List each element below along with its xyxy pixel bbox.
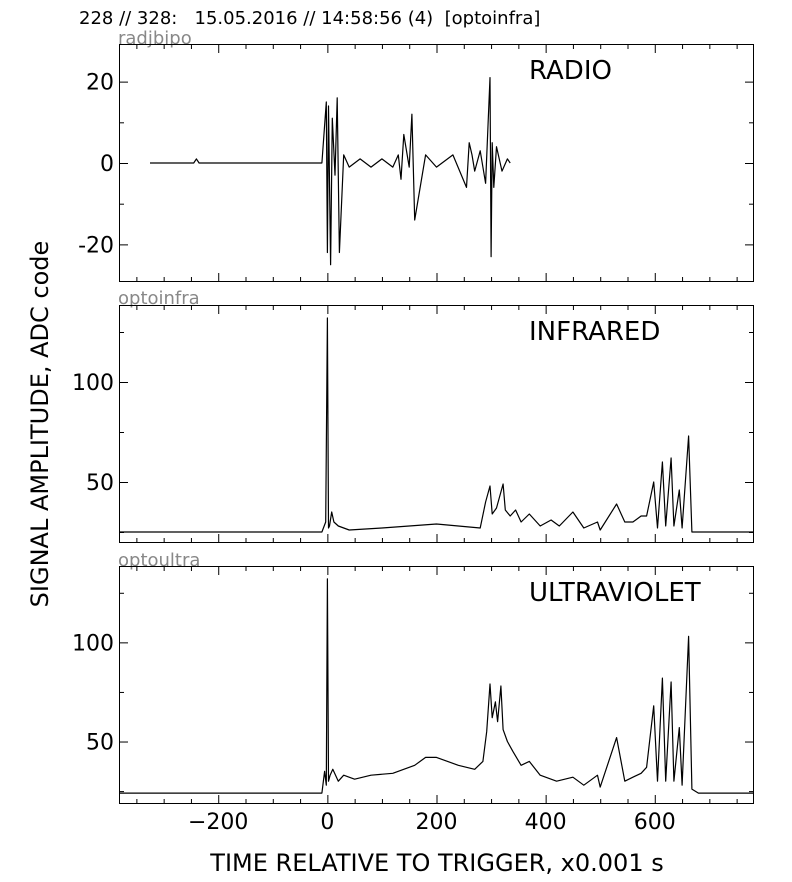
panel-source-label: optoultra xyxy=(118,550,200,571)
x-axis-label: TIME RELATIVE TO TRIGGER, x0.001 s xyxy=(209,849,663,877)
y-tick-labels: 50 100 xyxy=(72,631,114,755)
ticks xyxy=(120,567,753,803)
y-axis-label: SIGNAL AMPLITUDE, ADC code xyxy=(26,241,54,608)
y-tick-label: 100 xyxy=(72,631,114,656)
panel-title: INFRARED xyxy=(529,317,660,347)
x-tick-label: 0 xyxy=(320,810,334,835)
series xyxy=(120,317,753,533)
y-tick-labels: 50 100 xyxy=(72,371,114,496)
panel-source-label: optoinfra xyxy=(118,288,200,309)
panel-title: ULTRAVIOLET xyxy=(529,578,701,608)
panel-title: RADIO xyxy=(529,56,612,86)
series xyxy=(150,76,511,266)
x-tick-label: 600 xyxy=(634,810,676,835)
plot-frame xyxy=(119,566,754,804)
y-tick-labels: -20 0 20 xyxy=(78,71,114,259)
y-tick-label: 100 xyxy=(72,371,114,396)
y-tick-label: 20 xyxy=(86,71,114,96)
ticks xyxy=(120,306,753,542)
plot-frame xyxy=(119,44,754,282)
x-tick-labels: −200 0 200 400 600 xyxy=(188,810,676,835)
ticks xyxy=(120,45,753,281)
x-tick-label: 400 xyxy=(525,810,567,835)
y-tick-label: 0 xyxy=(100,152,114,177)
figure-header: 228 // 328: 15.05.2016 // 14:58:56 (4) [… xyxy=(79,8,541,29)
y-tick-label: 50 xyxy=(86,731,114,756)
series xyxy=(120,578,753,794)
plot-frame xyxy=(119,305,754,543)
y-tick-label: 50 xyxy=(86,471,114,496)
signal-trace xyxy=(120,578,753,794)
x-tick-label: 200 xyxy=(416,810,458,835)
y-tick-label: -20 xyxy=(78,233,114,258)
signal-trace xyxy=(150,76,511,266)
panel-ultraviolet: optoultra ULTRAVIOLET 50 100 xyxy=(72,550,754,804)
panel-infrared: optoinfra INFRARED 50 100 xyxy=(72,288,754,543)
signal-trace xyxy=(120,317,753,533)
x-tick-label: −200 xyxy=(188,810,248,835)
panel-source-label: radjbipo xyxy=(118,28,192,49)
panel-radio: radjbipo RADIO -20 0 20 xyxy=(78,28,754,282)
